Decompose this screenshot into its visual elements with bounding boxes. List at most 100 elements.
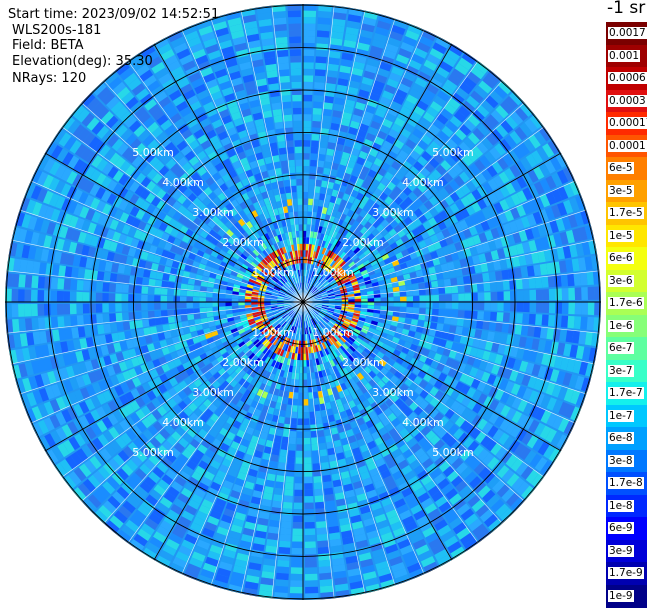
range-gate-cell <box>487 475 501 489</box>
range-gate-cell <box>461 327 470 336</box>
range-gate-cell <box>387 150 398 161</box>
range-gate-cell <box>231 302 239 306</box>
range-gate-cell <box>399 291 407 297</box>
range-gate-cell <box>313 231 318 239</box>
range-gate-cell <box>247 318 255 323</box>
range-gate-cell <box>313 332 317 339</box>
range-gate-cell <box>426 335 435 344</box>
range-gate-cell <box>393 306 400 312</box>
range-gate-cell <box>180 309 187 315</box>
range-gate-cell <box>273 494 283 502</box>
range-gate-cell <box>470 176 482 188</box>
range-gate-cell <box>162 273 170 281</box>
range-gate-cell <box>370 163 380 173</box>
range-gate-cell <box>84 233 93 245</box>
range-gate-cell <box>433 191 444 202</box>
range-gate-cell <box>285 323 290 331</box>
range-gate-cell <box>542 143 555 158</box>
range-gate-cell <box>288 310 294 315</box>
range-gate-cell <box>403 196 413 206</box>
range-gate-cell <box>413 302 420 308</box>
range-gate-cell <box>495 503 510 518</box>
range-gate-cell <box>425 532 439 544</box>
range-gate-cell <box>168 377 178 387</box>
range-gate-cell <box>476 172 487 185</box>
range-gate-cell <box>493 85 508 99</box>
range-gate-cell <box>399 374 408 383</box>
range-gate-cell <box>328 525 340 534</box>
range-gate-cell <box>130 472 143 485</box>
range-gate-cell <box>434 330 443 338</box>
range-gate-cell <box>488 412 500 425</box>
range-gate-cell <box>62 353 72 366</box>
range-gate-cell <box>136 268 145 277</box>
range-gate-cell <box>92 489 106 504</box>
range-gate-cell <box>324 324 331 331</box>
range-gate-cell <box>367 362 376 371</box>
range-gate-cell <box>454 175 465 187</box>
range-gate-cell <box>226 393 235 402</box>
range-gate-cell <box>140 405 151 417</box>
range-gate-cell <box>422 458 434 469</box>
range-gate-cell <box>478 80 493 94</box>
range-gate-cell <box>433 241 442 250</box>
range-gate-cell <box>330 122 340 131</box>
range-gate-cell <box>354 304 362 308</box>
range-gate-cell <box>415 172 426 182</box>
range-gate-cell <box>319 268 324 275</box>
range-gate-cell <box>426 173 437 184</box>
range-gate-cell <box>319 276 325 283</box>
range-gate-cell <box>256 402 264 411</box>
range-gate-cell <box>422 220 432 230</box>
range-gate-cell <box>351 67 364 77</box>
range-gate-cell <box>289 311 295 317</box>
range-gate-cell <box>372 375 381 384</box>
range-gate-cell <box>162 402 173 413</box>
range-gate-cell <box>226 286 234 291</box>
range-gate-cell <box>339 271 347 277</box>
range-gate-cell <box>283 298 291 300</box>
range-gate-cell <box>149 351 158 360</box>
range-gate-cell <box>407 266 416 273</box>
range-gate-cell <box>313 88 324 96</box>
range-gate-cell <box>447 470 460 483</box>
range-gate-cell <box>304 534 316 542</box>
range-gate-cell <box>364 175 374 184</box>
range-gate-cell <box>380 306 388 311</box>
range-gate-cell <box>239 289 246 293</box>
range-gate-cell <box>167 509 180 521</box>
range-gate-cell <box>444 408 455 420</box>
range-gate-cell <box>509 370 519 382</box>
range-gate-cell <box>308 398 314 406</box>
range-gate-cell <box>478 466 491 480</box>
range-gate-cell <box>296 450 303 458</box>
range-gate-cell <box>534 457 548 472</box>
range-gate-cell <box>284 417 291 425</box>
range-gate-cell <box>396 181 407 191</box>
range-gate-cell <box>187 476 200 488</box>
range-gate-cell <box>210 330 219 337</box>
range-gate-cell <box>321 279 327 285</box>
range-gate-cell <box>152 255 161 264</box>
range-gate-cell <box>394 454 406 464</box>
range-gate-cell <box>303 55 315 63</box>
range-gate-cell <box>457 159 469 171</box>
range-gate-cell <box>269 400 277 409</box>
range-gate-cell <box>304 496 314 503</box>
range-gate-cell <box>279 342 285 350</box>
range-gate-cell <box>309 172 316 180</box>
range-gate-cell <box>486 114 500 128</box>
range-gate-cell <box>311 278 316 286</box>
range-gate-cell <box>512 256 521 267</box>
range-gate-cell <box>363 249 371 256</box>
range-gate-cell <box>366 331 374 337</box>
range-gate-cell <box>43 417 55 432</box>
range-gate-cell <box>238 369 246 378</box>
range-gate-cell <box>232 331 240 338</box>
range-gate-cell <box>500 119 514 134</box>
range-gate-cell <box>385 315 393 321</box>
range-gate-cell <box>270 337 277 344</box>
range-gate-cell <box>281 377 287 385</box>
range-gate-cell <box>336 267 343 274</box>
range-gate-cell <box>377 388 386 398</box>
